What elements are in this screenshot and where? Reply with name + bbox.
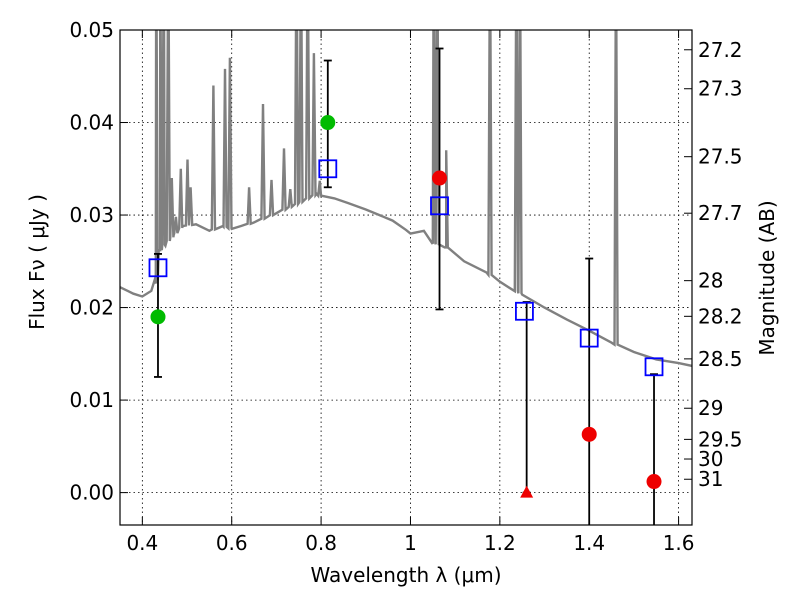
magnitude-tick-label: 27.7: [698, 201, 743, 225]
x-tick-label: 0.4: [126, 531, 158, 555]
x-tick-label: 1.6: [663, 531, 695, 555]
magnitude-axis-title: Magnitude (AB): [755, 200, 779, 355]
x-tick-label: 1: [404, 531, 417, 555]
y-tick-label: 0.04: [69, 111, 114, 135]
model-photometry-points: [148, 159, 664, 377]
plot-frame: [119, 29, 693, 526]
magnitude-tick-label: 29.5: [698, 427, 743, 451]
x-tick-label: 0.8: [305, 531, 337, 555]
y-tick-label: 0.02: [69, 296, 114, 320]
observed-points: [150, 115, 662, 498]
model-spectrum-curve: [120, 30, 692, 368]
x-tick-label: 1.4: [573, 531, 605, 555]
observed-flux-marker: [320, 115, 336, 131]
model-photometry-marker: [148, 258, 168, 278]
y-tick-label: 0.03: [69, 203, 114, 227]
observed-upper-limit-marker: [520, 485, 534, 498]
grid: [120, 29, 692, 525]
y-tick-label: 0.01: [69, 388, 114, 412]
magnitude-tick-label: 30: [698, 447, 723, 471]
y-axis-ticks: 0.00 0.01 0.02 0.03 0.04 0.05: [69, 18, 128, 505]
magnitude-tick-label: 27.5: [698, 145, 743, 169]
model-photometry-marker: [430, 196, 449, 216]
magnitude-tick-label: 29: [698, 396, 723, 420]
magnitude-tick-label: 28.2: [698, 304, 743, 328]
model-photometry-marker: [515, 301, 534, 321]
magnitude-tick-label: 28: [698, 269, 723, 293]
plot-area: [120, 30, 692, 525]
observed-flux-marker: [581, 426, 597, 442]
x-axis-title: Wavelength λ (μm): [310, 563, 501, 587]
x-tick-label: 1.2: [484, 531, 516, 555]
model-photometry-marker: [579, 328, 599, 348]
observed-flux-marker: [432, 170, 448, 186]
magnitude-tick-label: 27.2: [698, 38, 743, 62]
observed-flux-marker: [646, 474, 662, 490]
model-photometry-marker: [318, 159, 338, 179]
x-axis-ticks: 0.4 0.6 0.8 1 1.2 1.4 1.6: [126, 30, 695, 555]
observed-flux-marker: [150, 309, 166, 325]
magnitude-tick-label: 27.3: [698, 77, 743, 101]
y-tick-label: 0.00: [69, 481, 114, 505]
magnitude-tick-label: 28.5: [698, 347, 743, 371]
x-tick-label: 0.6: [216, 531, 248, 555]
model-photometry-marker: [644, 357, 664, 377]
y-axis-title: Flux Fν ( μJy ): [25, 194, 49, 330]
y-tick-label: 0.05: [69, 18, 114, 42]
magnitude-tick-label: 31: [698, 467, 723, 491]
